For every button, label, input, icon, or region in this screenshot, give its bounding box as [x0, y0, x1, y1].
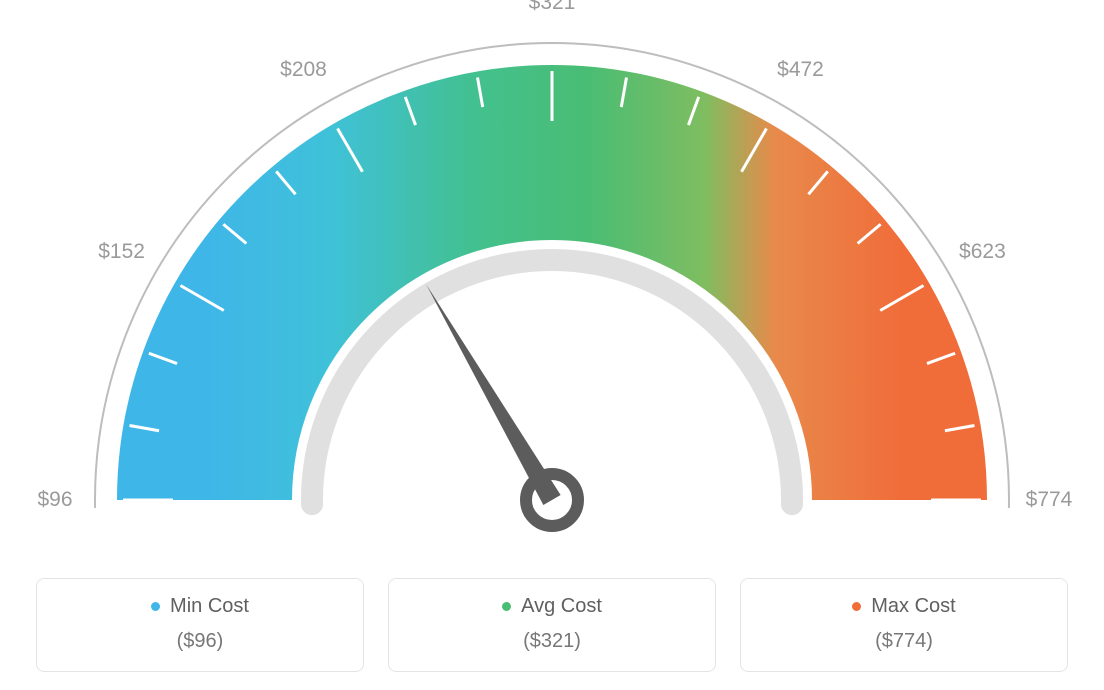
gauge-tick-label: $472 — [777, 58, 824, 82]
legend-value-max: ($774) — [751, 630, 1057, 653]
legend-row: Min Cost ($96) Avg Cost ($321) Max Cost … — [36, 578, 1068, 672]
legend-card-min: Min Cost ($96) — [36, 578, 364, 672]
legend-label-min-text: Min Cost — [170, 595, 249, 618]
legend-card-avg: Avg Cost ($321) — [388, 578, 716, 672]
legend-label-min: Min Cost — [151, 595, 249, 618]
legend-dot-min — [151, 602, 160, 611]
gauge-tick-label: $208 — [280, 58, 327, 82]
gauge-tick-label: $152 — [98, 240, 145, 264]
legend-value-avg: ($321) — [399, 630, 705, 653]
gauge-tick-label: $96 — [37, 488, 72, 512]
legend-label-max-text: Max Cost — [871, 595, 955, 618]
legend-card-max: Max Cost ($774) — [740, 578, 1068, 672]
legend-label-avg: Avg Cost — [502, 595, 602, 618]
gauge-tick-label: $774 — [1026, 488, 1073, 512]
legend-dot-avg — [502, 602, 511, 611]
gauge-tick-label: $623 — [959, 240, 1006, 264]
cost-gauge-chart: $96 $152 $208 $321 $472 $623 $774 Min Cost ($9… — [0, 0, 1104, 690]
legend-value-min: ($96) — [47, 630, 353, 653]
gauge-tick-label: $321 — [529, 0, 576, 15]
gauge-area: $96 $152 $208 $321 $472 $623 $774 — [0, 0, 1104, 560]
gauge-svg — [0, 0, 1104, 560]
legend-label-max: Max Cost — [852, 595, 955, 618]
legend-dot-max — [852, 602, 861, 611]
legend-label-avg-text: Avg Cost — [521, 595, 602, 618]
